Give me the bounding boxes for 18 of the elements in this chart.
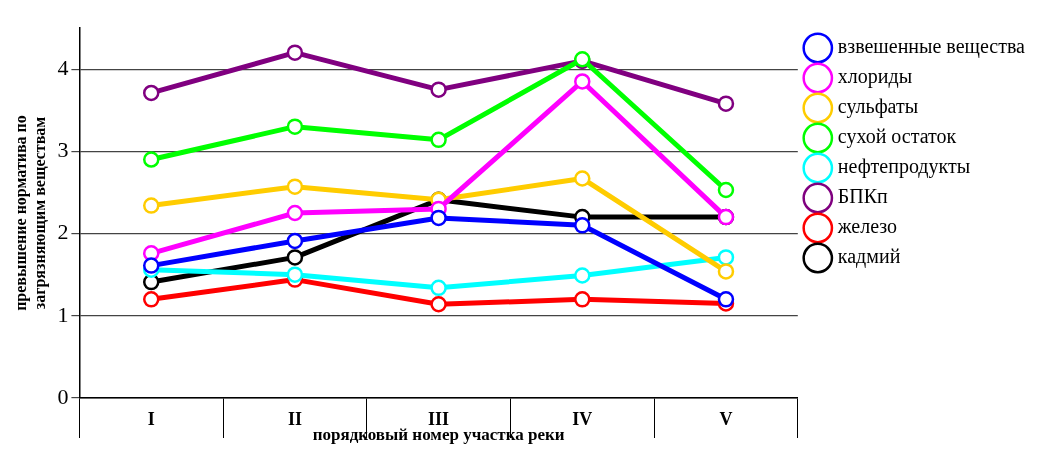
y-tick-label: 2 — [57, 219, 69, 245]
x-tick-label: II — [287, 409, 302, 430]
legend-label: нефтепродукты — [837, 155, 971, 179]
legend-label: сухой остаток — [837, 125, 957, 149]
y-tick-label: 1 — [57, 301, 69, 327]
legend-label: БПКп — [837, 185, 889, 208]
legend-label: сульфаты — [837, 95, 919, 119]
y-axis-title: превышение норматива по загрязняющим веществам — [11, 115, 49, 311]
y-tick-label: 3 — [57, 137, 69, 163]
x-tick-label: IV — [572, 409, 593, 430]
y-tick-label: 0 — [57, 383, 69, 409]
legend-label: кадмий — [837, 245, 901, 269]
x-tick-label: V — [719, 409, 733, 430]
legend-label: взвешенные вещества — [837, 35, 1026, 59]
x-tick-label: I — [147, 409, 155, 430]
y-tick-label: 4 — [57, 54, 69, 80]
legend-label: хлориды — [837, 65, 913, 89]
legend-label: железо — [836, 215, 898, 238]
